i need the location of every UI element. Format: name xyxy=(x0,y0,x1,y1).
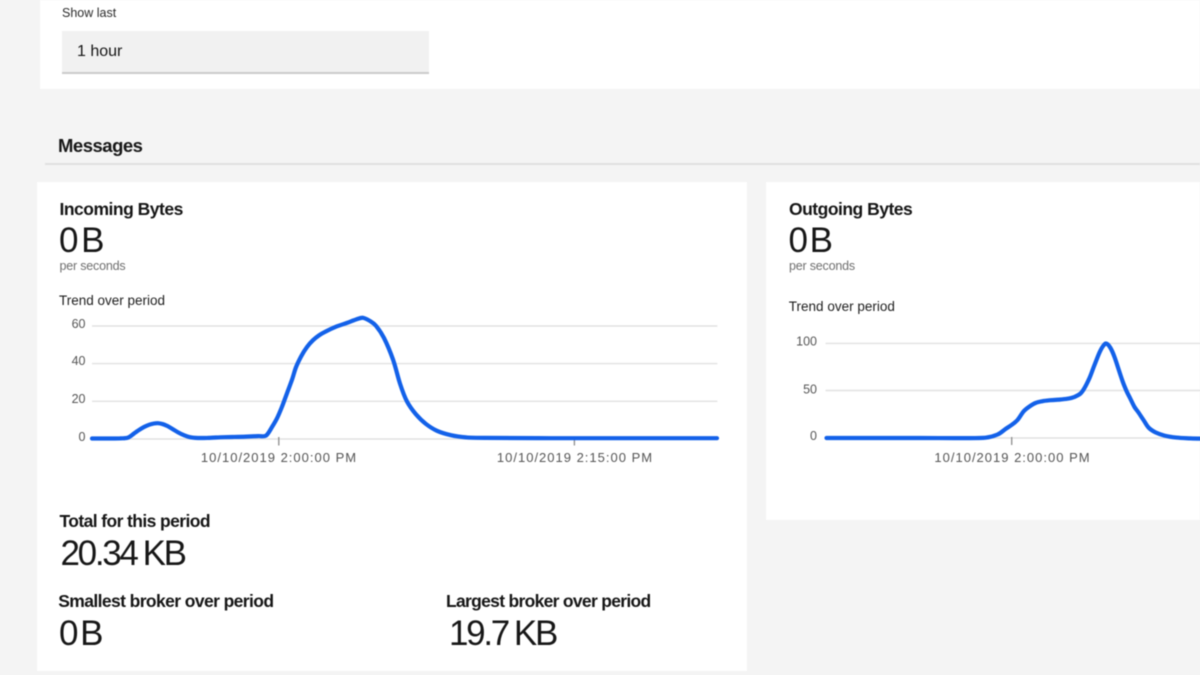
svg-text:0: 0 xyxy=(810,429,817,443)
svg-text:100: 100 xyxy=(796,334,817,348)
svg-text:20: 20 xyxy=(72,392,86,406)
svg-text:60: 60 xyxy=(72,317,86,331)
svg-text:10/10/2019 2:15:00 PM: 10/10/2019 2:15:00 PM xyxy=(497,450,653,465)
svg-text:10/10/2019 2:00:00 PM: 10/10/2019 2:00:00 PM xyxy=(201,450,357,465)
svg-text:40: 40 xyxy=(72,354,86,368)
svg-text:10/10/2019 2:00:00 PM: 10/10/2019 2:00:00 PM xyxy=(934,450,1090,465)
svg-text:50: 50 xyxy=(803,382,817,396)
svg-text:0: 0 xyxy=(79,430,86,444)
